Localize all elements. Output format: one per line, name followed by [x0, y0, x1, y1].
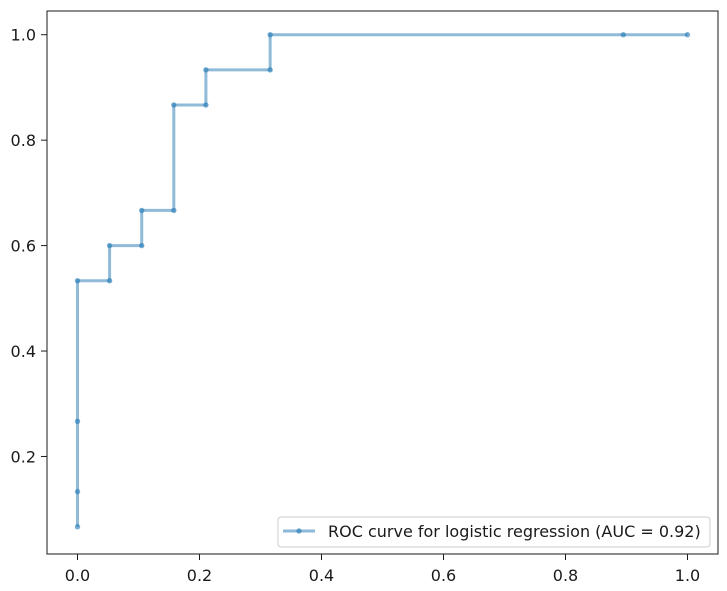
legend: ROC curve for logistic regression (AUC =… [277, 516, 711, 548]
x-tick-label: 0.6 [431, 566, 456, 585]
roc-point [74, 524, 81, 530]
roc-point [139, 242, 145, 249]
y-tick-label: 0.6 [11, 237, 36, 256]
y-axis: 0.2 0.4 0.6 0.8 1.0 [11, 26, 47, 466]
roc-point [106, 278, 113, 284]
series-layer [74, 32, 691, 530]
plot-area [46, 10, 719, 555]
roc-point [171, 207, 177, 214]
x-tick-label: 1.0 [675, 566, 700, 585]
roc-point [139, 207, 145, 214]
roc-curve-line [76, 33, 688, 527]
roc-point [74, 418, 81, 425]
y-tick-label: 0.8 [11, 131, 36, 150]
roc-point [267, 32, 273, 38]
legend-marker-swatch [296, 528, 302, 534]
roc-point [267, 67, 273, 73]
roc-point [74, 488, 81, 495]
roc-point [203, 102, 209, 108]
roc-point [203, 67, 209, 73]
y-tick-label: 1.0 [11, 26, 36, 45]
x-axis: 0.0 0.2 0.4 0.6 0.8 1.0 [65, 554, 700, 585]
legend-label: ROC curve for logistic regression (AUC =… [328, 522, 701, 541]
y-tick-label: 0.4 [11, 342, 36, 361]
x-tick-label: 0.8 [553, 566, 578, 585]
x-tick-label: 0.2 [187, 566, 212, 585]
roc-point [620, 32, 626, 38]
roc-point [106, 242, 113, 249]
x-tick-label: 0.0 [65, 566, 90, 585]
roc-point [684, 32, 691, 38]
legend-box [277, 516, 711, 548]
roc-point [74, 278, 81, 284]
x-tick-label: 0.4 [309, 566, 334, 585]
roc-point [171, 102, 177, 108]
y-tick-label: 0.2 [11, 447, 36, 466]
